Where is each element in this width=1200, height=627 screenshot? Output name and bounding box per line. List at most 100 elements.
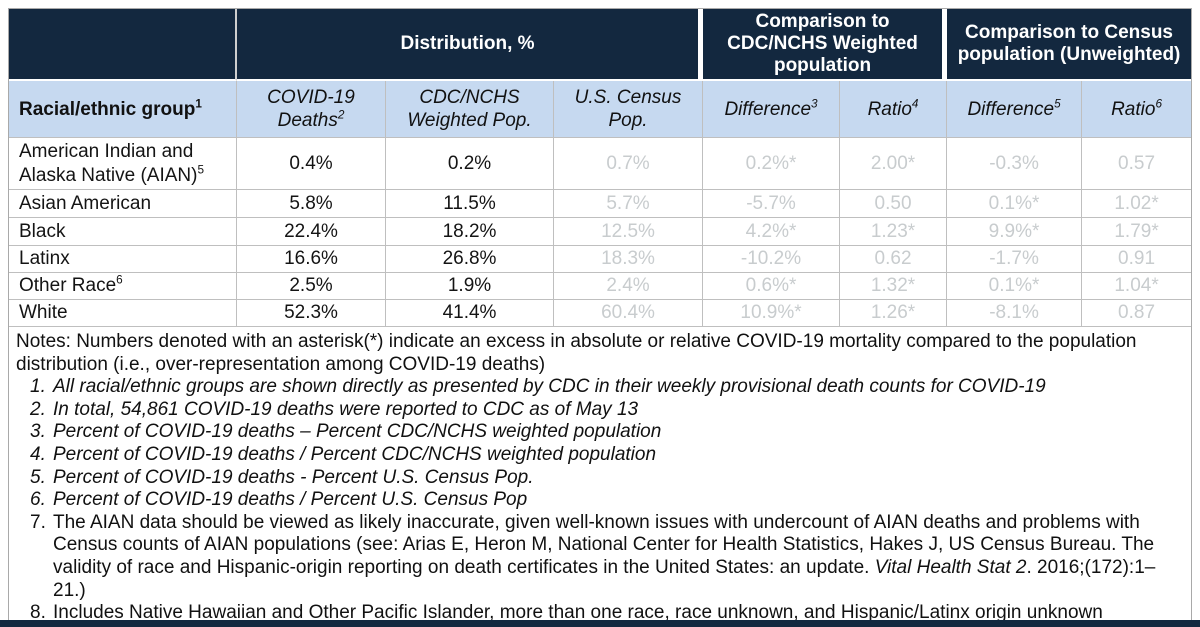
note-number: 4.	[30, 443, 46, 465]
corner-header-cell	[9, 9, 237, 81]
note-item-2: 2. In total, 54,861 COVID-19 deaths were…	[30, 399, 1186, 422]
cell-covid-deaths: 22.4%	[237, 218, 386, 246]
note-number: 3.	[30, 421, 46, 443]
notes-section: Notes: Numbers denoted with an asterisk(…	[14, 331, 1186, 625]
cell-difference-census: 0.1%*	[947, 190, 1083, 218]
table-row-white: White 52.3% 41.4% 60.4% 10.9%* 1.26* -8.…	[9, 300, 1192, 327]
cell-ratio-cdc: 1.23*	[840, 218, 948, 246]
note-number: 7.	[30, 511, 46, 533]
table-row-other-race: Other Race6 2.5% 1.9% 2.4% 0.6%* 1.32* 0…	[9, 273, 1192, 300]
col-header-label: U.S. Census Pop.	[574, 87, 682, 131]
cell-difference-cdc: 4.2%*	[703, 218, 841, 246]
col-header-label: Difference	[967, 98, 1055, 120]
column-header-row: Racial/ethnic group1 COVID-19 Deaths2 CD…	[9, 81, 1192, 138]
table-row-latinx: Latinx 16.6% 26.8% 18.3% -10.2% 0.62 -1.…	[9, 246, 1192, 273]
cell-cdc-weighted: 0.2%	[386, 138, 554, 190]
cell-covid-deaths: 16.6%	[237, 246, 386, 273]
col-header-ratio-census: Ratio6	[1082, 81, 1192, 138]
table-row-aian: American Indian and Alaska Native (AIAN)…	[9, 138, 1192, 190]
footnote-marker: 3	[811, 97, 818, 111]
cell-cdc-weighted: 18.2%	[386, 218, 554, 246]
cell-difference-cdc: -5.7%	[703, 190, 841, 218]
cell-difference-census: -1.7%	[947, 246, 1083, 273]
note-text: Percent of COVID-19 deaths / Percent U.S…	[53, 489, 528, 511]
citation-journal: Vital Health Stat 2	[874, 556, 1027, 578]
cell-ratio-census: 0.87	[1082, 300, 1192, 327]
note-text: The AIAN data should be viewed as likely…	[53, 512, 1186, 602]
cell-difference-census: -8.1%	[947, 300, 1083, 327]
cell-ratio-cdc: 1.32*	[840, 273, 948, 300]
cell-ratio-census: 0.91	[1082, 246, 1192, 273]
note-number: 6.	[30, 489, 46, 511]
note-item-1: 1. All racial/ethnic groups are shown di…	[30, 376, 1186, 399]
notes-row: Notes: Numbers denoted with an asterisk(…	[9, 327, 1192, 625]
cell-ratio-cdc: 0.50	[840, 190, 948, 218]
note-text: All racial/ethnic groups are shown direc…	[53, 376, 1046, 398]
note-item-5: 5. Percent of COVID-19 deaths - Percent …	[30, 467, 1186, 490]
group-label: Other Race	[19, 275, 117, 296]
table-row-asian-american: Asian American 5.8% 11.5% 5.7% -5.7% 0.5…	[9, 190, 1192, 218]
cell-cdc-weighted: 26.8%	[386, 246, 554, 273]
col-header-label: Racial/ethnic group	[19, 98, 196, 120]
cell-us-census: 18.3%	[554, 246, 704, 273]
col-header-difference-cdc: Difference3	[703, 81, 841, 138]
col-header-ratio-cdc: Ratio4	[840, 81, 948, 138]
group-label: Latinx	[19, 248, 70, 269]
footnote-marker: 6	[1155, 97, 1162, 111]
cell-racial-group: American Indian and Alaska Native (AIAN)…	[9, 138, 237, 190]
note-number: 5.	[30, 466, 46, 488]
note-text: Percent of COVID-19 deaths / Percent CDC…	[53, 443, 657, 465]
col-header-racial-group: Racial/ethnic group1	[9, 81, 237, 138]
notes-cell: Notes: Numbers denoted with an asterisk(…	[9, 327, 1192, 625]
group-label: Black	[19, 220, 66, 242]
note-text: Includes Native Hawaiian and Other Pacif…	[53, 602, 1103, 624]
cell-difference-census: 0.1%*	[947, 273, 1083, 300]
col-header-label: COVID-19 Deaths	[267, 87, 355, 131]
cell-us-census: 12.5%	[554, 218, 704, 246]
notes-intro: Notes: Numbers denoted with an asterisk(…	[16, 331, 1137, 375]
group-label: American Indian and Alaska Native (AIAN)	[19, 140, 198, 186]
note-text-segment: The AIAN data should be viewed as likely…	[53, 511, 1155, 578]
note-item-4: 4. Percent of COVID-19 deaths / Percent …	[30, 444, 1186, 467]
cell-racial-group: Black	[9, 218, 237, 246]
note-text: In total, 54,861 COVID-19 deaths were re…	[53, 398, 639, 420]
col-header-difference-census: Difference5	[947, 81, 1083, 138]
note-number: 1.	[30, 376, 46, 398]
col-header-label: Ratio	[1111, 98, 1156, 120]
note-text-segment: . 2016;(172):1–21.)	[53, 556, 1156, 601]
col-header-cdc-weighted: CDC/NCHS Weighted Pop.	[386, 81, 554, 138]
cell-ratio-census: 1.79*	[1082, 218, 1192, 246]
cell-difference-cdc: -10.2%	[703, 246, 841, 273]
footnote-marker: 5	[197, 163, 204, 177]
col-header-us-census: U.S. Census Pop.	[554, 81, 704, 138]
footnote-marker: 4	[911, 97, 919, 111]
group-header-row: Distribution, % Comparison to CDC/NCHS W…	[9, 9, 1192, 81]
note-item-6: 6. Percent of COVID-19 deaths / Percent …	[30, 489, 1186, 512]
cell-racial-group: Asian American	[9, 190, 237, 218]
table-row-black: Black 22.4% 18.2% 12.5% 4.2%* 1.23* 9.9%…	[9, 218, 1192, 246]
cell-us-census: 60.4%	[554, 300, 704, 327]
covid-mortality-race-table: Distribution, % Comparison to CDC/NCHS W…	[8, 8, 1193, 626]
col-header-label: Difference	[724, 98, 812, 120]
cell-us-census: 5.7%	[554, 190, 704, 218]
col-header-label: Ratio	[867, 98, 912, 120]
cell-difference-cdc: 10.9%*	[703, 300, 841, 327]
group-label: Asian American	[19, 192, 152, 214]
cell-us-census: 2.4%	[554, 273, 704, 300]
footnote-marker: 2	[337, 108, 345, 122]
col-header-covid-deaths: COVID-19 Deaths2	[237, 81, 386, 138]
bottom-navy-bar	[0, 620, 1200, 627]
col-header-label: CDC/NCHS Weighted Pop.	[407, 87, 532, 131]
cell-us-census: 0.7%	[554, 138, 704, 190]
cell-difference-census: -0.3%	[947, 138, 1083, 190]
footnote-marker: 6	[116, 273, 123, 287]
cell-racial-group: Latinx	[9, 246, 237, 273]
cell-ratio-cdc: 1.26*	[840, 300, 948, 327]
cell-ratio-cdc: 0.62	[840, 246, 948, 273]
footnote-marker: 5	[1054, 97, 1061, 111]
note-number: 8.	[30, 602, 46, 624]
cell-cdc-weighted: 11.5%	[386, 190, 554, 218]
note-number: 2.	[30, 398, 46, 420]
cell-ratio-cdc: 2.00*	[840, 138, 948, 190]
group-header-cdc-comparison: Comparison to CDC/NCHS Weighted populati…	[703, 9, 948, 81]
